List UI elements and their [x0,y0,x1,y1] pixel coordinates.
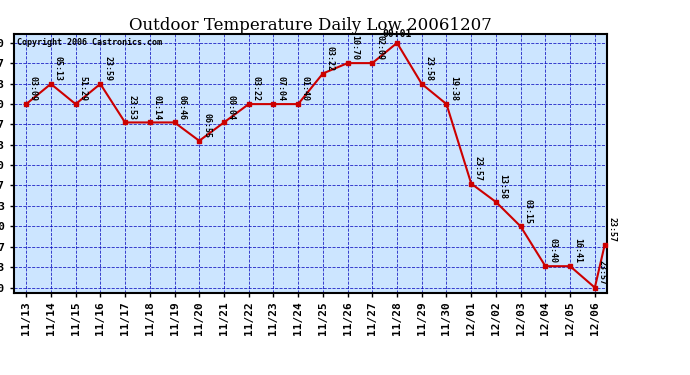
Text: 05:13: 05:13 [54,56,63,81]
Text: 16:41: 16:41 [573,238,582,263]
Text: 01:14: 01:14 [152,94,161,120]
Text: 03:22: 03:22 [326,46,335,71]
Text: 02:09: 02:09 [375,35,384,60]
Text: 23:57: 23:57 [474,156,483,181]
Text: 19:38: 19:38 [449,76,458,101]
Text: 51:29: 51:29 [79,76,88,101]
Text: 23:58: 23:58 [424,56,433,81]
Text: 10:70: 10:70 [351,35,359,60]
Text: 23:53: 23:53 [128,94,137,120]
Text: 23:59: 23:59 [103,56,112,81]
Text: Copyright 2006 Castronics.com: Copyright 2006 Castronics.com [17,38,161,46]
Text: 23:57: 23:57 [598,260,607,285]
Text: 07:04: 07:04 [276,76,285,101]
Text: 00:01: 00:01 [382,29,412,39]
Text: 00:04: 00:04 [227,94,236,120]
Text: 13:58: 13:58 [499,174,508,199]
Text: 03:40: 03:40 [548,238,557,263]
Text: 01:40: 01:40 [301,76,310,101]
Text: 06:55: 06:55 [202,113,211,138]
Text: 06:46: 06:46 [177,94,186,120]
Text: 03:22: 03:22 [251,76,260,101]
Text: 03:09: 03:09 [29,76,38,101]
Text: 03:15: 03:15 [524,199,533,223]
Title: Outdoor Temperature Daily Low 20061207: Outdoor Temperature Daily Low 20061207 [129,16,492,34]
Text: 23:57: 23:57 [607,217,616,242]
